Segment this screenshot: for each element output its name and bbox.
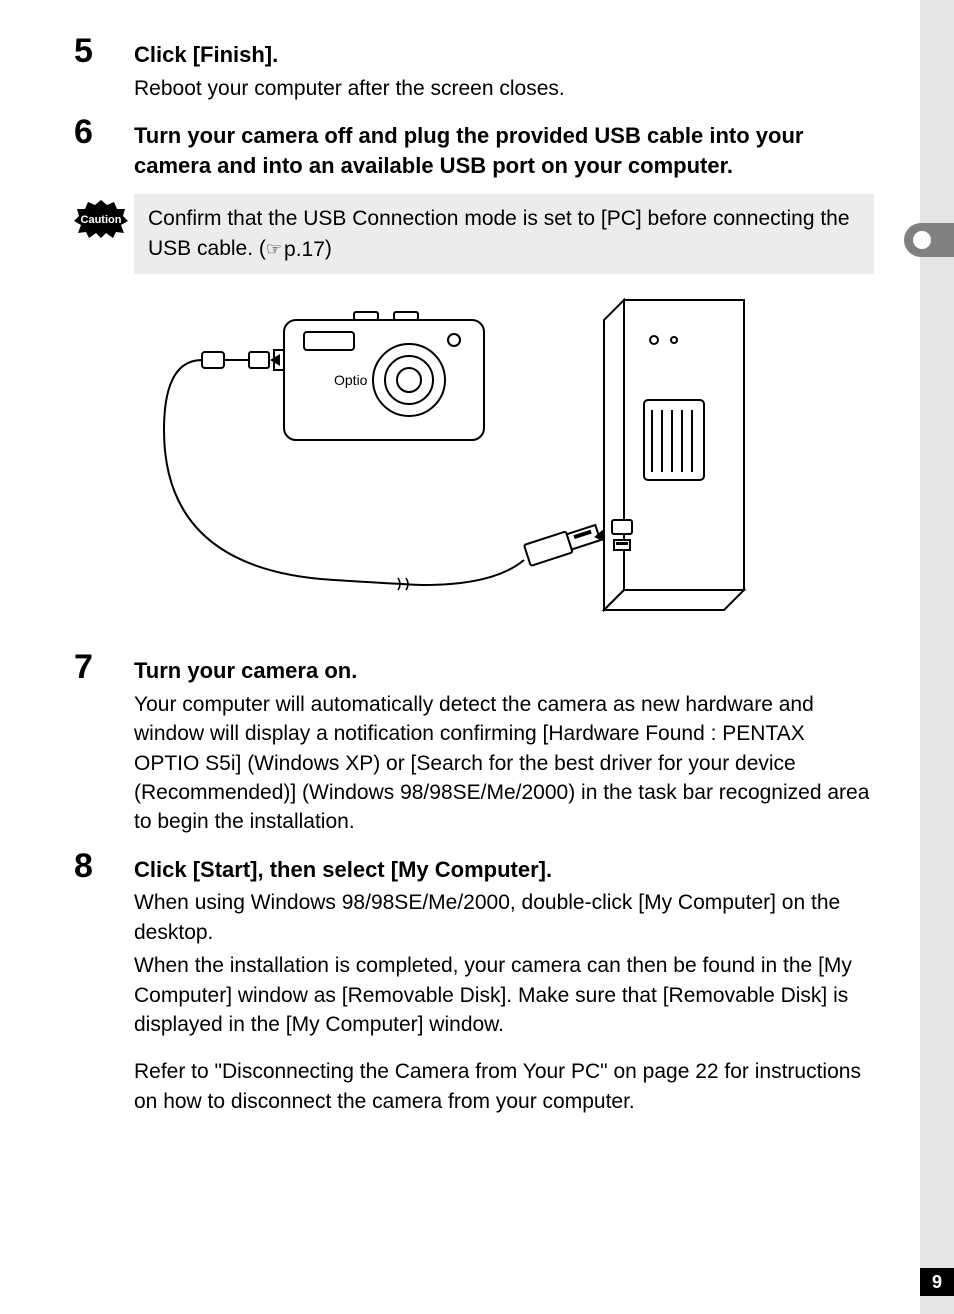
page-content: 5 Click [Finish]. Reboot your computer a… bbox=[74, 32, 874, 1126]
caution-text-before: Confirm that the USB Connection mode is … bbox=[148, 207, 850, 259]
page-number: 9 bbox=[920, 1268, 954, 1296]
step-6: 6 Turn your camera off and plug the prov… bbox=[74, 113, 874, 184]
caution-label: Caution bbox=[81, 214, 122, 226]
step-title: Click [Start], then select [My Computer]… bbox=[134, 855, 874, 885]
step-text: Your computer will automatically detect … bbox=[134, 690, 874, 837]
step-text: When the installation is completed, your… bbox=[134, 951, 874, 1039]
step-title: Click [Finish]. bbox=[134, 40, 874, 70]
step-text: When using Windows 98/98SE/Me/2000, doub… bbox=[134, 888, 874, 947]
step-5: 5 Click [Finish]. Reboot your computer a… bbox=[74, 32, 874, 107]
step-title: Turn your camera off and plug the provid… bbox=[134, 121, 874, 180]
thumb-tab bbox=[904, 223, 954, 257]
step-body: Turn your camera on. Your computer will … bbox=[134, 648, 874, 841]
step-number: 6 bbox=[74, 113, 134, 184]
step-title: Turn your camera on. bbox=[134, 656, 874, 686]
step-body: Click [Start], then select [My Computer]… bbox=[134, 847, 874, 1120]
caution-block: Caution Confirm that the USB Connection … bbox=[74, 194, 874, 274]
step-7: 7 Turn your camera on. Your computer wil… bbox=[74, 648, 874, 841]
side-rail bbox=[920, 0, 954, 1314]
step-8: 8 Click [Start], then select [My Compute… bbox=[74, 847, 874, 1120]
step-number: 7 bbox=[74, 648, 134, 841]
step-text: Reboot your computer after the screen cl… bbox=[134, 74, 874, 103]
footer-note: Refer to "Disconnecting the Camera from … bbox=[134, 1057, 874, 1116]
caution-text: Confirm that the USB Connection mode is … bbox=[134, 194, 874, 274]
connection-diagram: Optio bbox=[154, 290, 794, 630]
step-body: Turn your camera off and plug the provid… bbox=[134, 113, 874, 184]
step-number: 8 bbox=[74, 847, 134, 1120]
camera-label: Optio bbox=[334, 372, 368, 388]
pointer-icon: ☞ bbox=[266, 237, 282, 262]
step-body: Click [Finish]. Reboot your computer aft… bbox=[134, 32, 874, 107]
step-number: 5 bbox=[74, 32, 134, 107]
caution-text-after: ) bbox=[325, 237, 332, 260]
page-ref-text: p.17 bbox=[284, 235, 325, 264]
page-reference: ☞p.17 bbox=[266, 235, 325, 264]
manual-page: 9 5 Click [Finish]. Reboot your computer… bbox=[0, 0, 954, 1314]
caution-icon: Caution bbox=[74, 194, 134, 238]
